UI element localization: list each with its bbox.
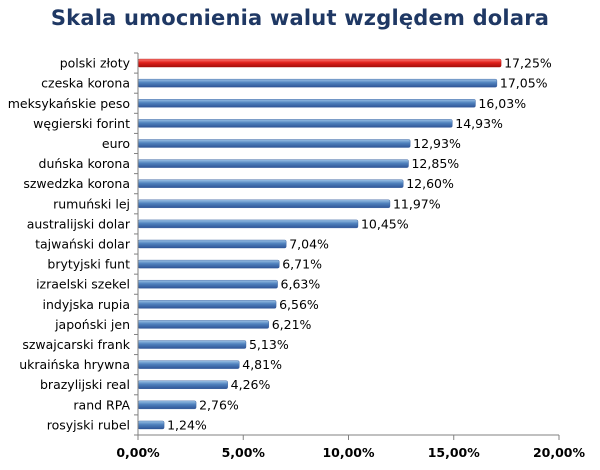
- bar: [137, 280, 278, 289]
- bar: [137, 99, 476, 108]
- data-label: 17,25%: [504, 56, 552, 71]
- data-label: 6,56%: [279, 297, 319, 312]
- bar: [137, 420, 165, 430]
- data-label: 11,97%: [393, 196, 441, 211]
- category-label: czeska korona: [41, 76, 130, 91]
- category-label: tajwański dolar: [35, 237, 131, 252]
- data-label: 6,63%: [281, 277, 321, 292]
- bar: [137, 78, 498, 88]
- data-label: 4,81%: [242, 357, 282, 372]
- category-label: ukraińska hrywna: [19, 357, 130, 372]
- bar: [137, 159, 409, 168]
- category-label: węgierski forint: [33, 116, 130, 131]
- category-label: euro: [102, 136, 130, 151]
- data-label: 12,60%: [406, 176, 454, 191]
- x-tick-label: 5,00%: [222, 445, 266, 460]
- category-label: japoński jen: [54, 317, 130, 332]
- bar: [137, 139, 411, 148]
- data-label: 12,85%: [411, 156, 459, 171]
- data-label: 5,13%: [249, 337, 289, 352]
- data-label: 16,03%: [478, 96, 526, 111]
- bar: [137, 400, 197, 410]
- category-label: szwedzka korona: [23, 176, 130, 191]
- category-label: duńska korona: [39, 156, 130, 171]
- x-tick-label: 0,00%: [116, 445, 160, 460]
- category-label: indyjska rupia: [43, 297, 131, 312]
- category-label: meksykańskie peso: [8, 96, 130, 111]
- bar: [137, 380, 228, 389]
- x-tick-label: 15,00%: [428, 445, 481, 460]
- category-label: brazylijski real: [40, 377, 130, 392]
- bar: [137, 360, 240, 369]
- bar: [137, 219, 359, 229]
- category-label: polski złoty: [60, 56, 131, 71]
- x-tick-label: 20,00%: [533, 445, 586, 460]
- bar: [137, 179, 404, 188]
- data-label: 2,76%: [199, 397, 239, 412]
- data-label: 1,24%: [167, 417, 207, 432]
- bar: [137, 320, 269, 329]
- data-label: 7,04%: [289, 237, 329, 252]
- bar: [137, 340, 247, 349]
- bar-highlight: [137, 58, 502, 68]
- data-label: 6,21%: [272, 317, 312, 332]
- chart-title: Skala umocnienia walut względem dolara: [50, 6, 550, 30]
- bar: [137, 300, 277, 309]
- data-label: 6,71%: [282, 257, 322, 272]
- data-label: 4,26%: [231, 377, 271, 392]
- bar: [137, 239, 287, 249]
- category-label: rumuński lej: [53, 196, 130, 211]
- category-label: australijski dolar: [27, 216, 131, 231]
- x-tick-label: 10,00%: [322, 445, 375, 460]
- bar: [137, 199, 391, 208]
- category-label: brytyjski funt: [47, 257, 130, 272]
- data-label: 14,93%: [455, 116, 503, 131]
- data-label: 10,45%: [361, 216, 409, 231]
- bar: [137, 119, 453, 128]
- category-label: rosyjski rubel: [47, 417, 130, 432]
- category-label: izraelski szekel: [36, 277, 130, 292]
- category-label: rand RPA: [73, 397, 130, 412]
- data-label: 12,93%: [413, 136, 461, 151]
- bar: [137, 259, 280, 269]
- category-label: szwajcarski frank: [22, 337, 130, 352]
- data-label: 17,05%: [500, 76, 548, 91]
